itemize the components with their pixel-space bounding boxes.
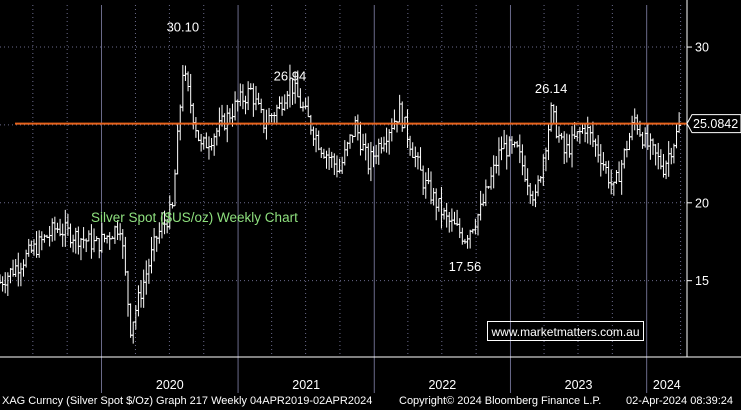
footer-ticker-info: XAG Curncy (Silver Spot $/Oz) Graph 217 … bbox=[2, 395, 373, 407]
price-bars bbox=[0, 64, 682, 344]
y-tick-label: 20 bbox=[695, 196, 709, 210]
footer-timestamp: 02-Apr-2024 08:39:24 bbox=[626, 395, 734, 407]
price-annotation: 26.94 bbox=[274, 69, 307, 84]
last-price-label: 25.0842 bbox=[693, 117, 738, 131]
chart-grid bbox=[0, 5, 687, 357]
y-tick-label: 30 bbox=[695, 41, 709, 55]
x-tick-label: 2021 bbox=[292, 378, 320, 392]
x-tick-label: 2024 bbox=[653, 378, 681, 392]
x-axis: 2020 2021 2022 2023 2024 bbox=[0, 0, 741, 392]
y-axis: 1520253025.0842 bbox=[686, 41, 741, 288]
price-annotation: 26.14 bbox=[535, 81, 568, 96]
price-annotation: 17.56 bbox=[449, 259, 482, 274]
price-annotation: 30.10 bbox=[167, 19, 200, 34]
website-link[interactable]: www.marketmatters.com.au bbox=[487, 321, 644, 341]
x-tick-label: 2020 bbox=[156, 378, 184, 392]
year-dividers bbox=[100, 5, 648, 393]
x-tick-label: 2022 bbox=[428, 378, 456, 392]
x-tick-label: 2023 bbox=[565, 378, 593, 392]
chart-title: Silver Spot ($US/oz) Weekly Chart bbox=[91, 210, 298, 225]
chart-footer: XAG Curncy (Silver Spot $/Oz) Graph 217 … bbox=[0, 393, 741, 410]
last-price-tag: 25.0842 bbox=[686, 114, 741, 134]
y-tick-label: 15 bbox=[695, 274, 709, 288]
footer-copyright: Copyright© 2024 Bloomberg Finance L.P. bbox=[399, 395, 602, 407]
annotations: 30.10 26.94 17.56 26.14 bbox=[167, 19, 568, 273]
